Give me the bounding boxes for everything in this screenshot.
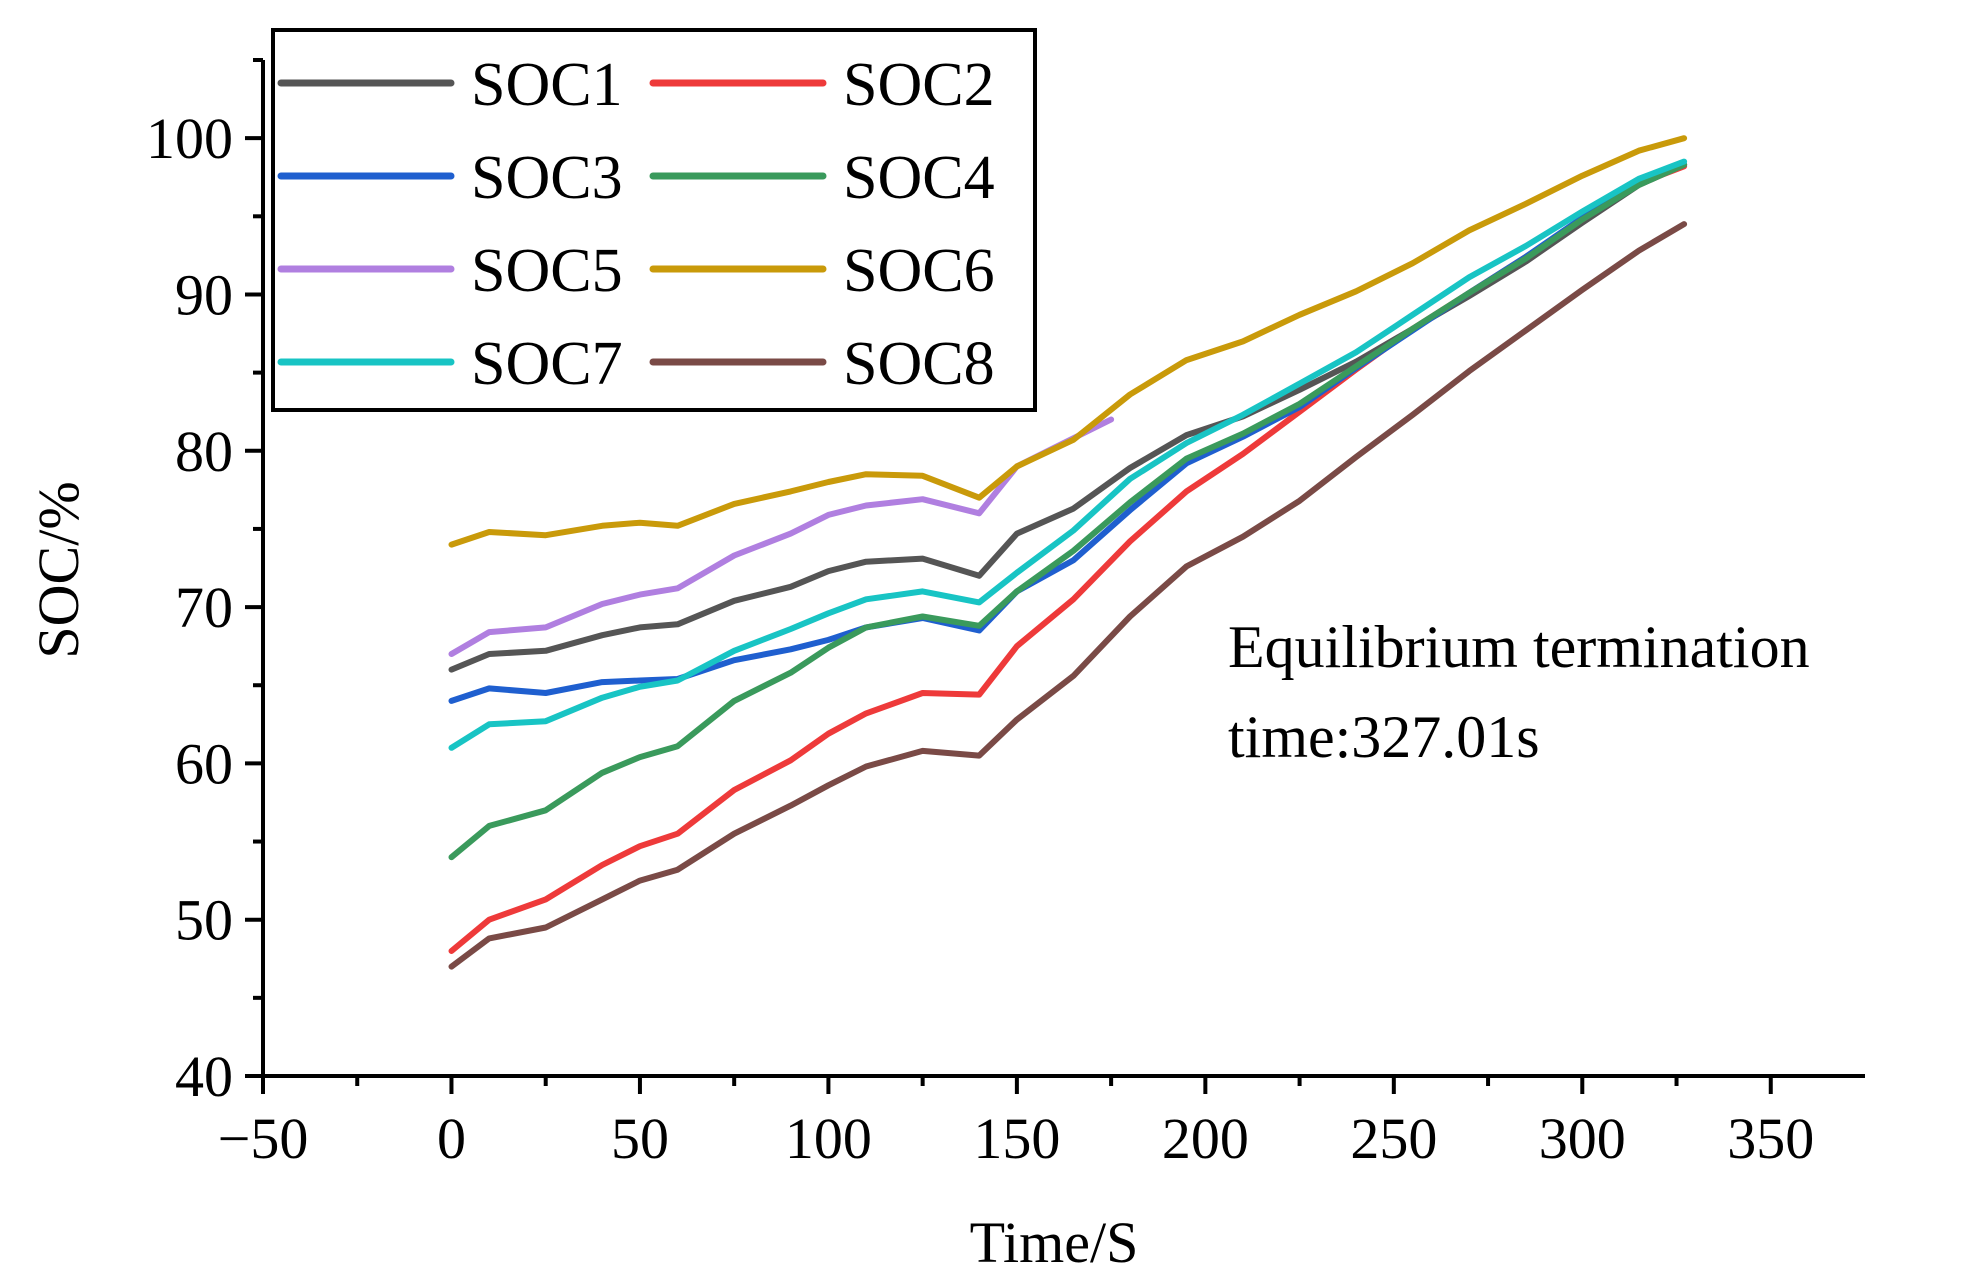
x-tick-label: 0 bbox=[437, 1106, 466, 1171]
x-tick-label: −50 bbox=[218, 1106, 309, 1171]
y-tick-label: 40 bbox=[175, 1044, 233, 1109]
series-line-soc4 bbox=[448, 161, 1688, 861]
x-tick-label: 250 bbox=[1350, 1106, 1437, 1171]
annotation-line-1: Equilibrium termination bbox=[1228, 614, 1810, 680]
legend-label-soc3: SOC3 bbox=[471, 144, 623, 212]
y-tick-label: 100 bbox=[146, 106, 233, 171]
y-tick-label: 60 bbox=[175, 731, 233, 796]
series-line-soc5 bbox=[448, 416, 1115, 657]
x-tick-label: 350 bbox=[1727, 1106, 1814, 1171]
x-tick-label: 200 bbox=[1162, 1106, 1249, 1171]
x-tick-label: 150 bbox=[973, 1106, 1060, 1171]
series-line-soc6 bbox=[448, 135, 1688, 548]
y-tick-label: 80 bbox=[175, 419, 233, 484]
legend-label-soc8: SOC8 bbox=[843, 330, 995, 398]
legend-label-soc1: SOC1 bbox=[471, 51, 623, 119]
y-tick-label: 90 bbox=[175, 262, 233, 327]
axes: −50 0 50 100 150 200 250 300 350 40 50 60 70 80 90 100 T… bbox=[26, 58, 1865, 1275]
legend-label-soc6: SOC6 bbox=[843, 237, 995, 305]
legend-label-soc5: SOC5 bbox=[471, 237, 623, 305]
series-line-soc8 bbox=[448, 221, 1688, 970]
legend-label-soc7: SOC7 bbox=[471, 330, 623, 398]
annotation: Equilibrium termination time:327.01s bbox=[1228, 614, 1810, 770]
y-axis-title: SOC/% bbox=[26, 481, 91, 658]
legend-box bbox=[271, 28, 1037, 412]
x-tick-label: 50 bbox=[611, 1106, 669, 1171]
series-line-soc7 bbox=[448, 158, 1688, 751]
legend-label-soc2: SOC2 bbox=[843, 51, 995, 119]
x-tick-label: 100 bbox=[785, 1106, 872, 1171]
x-tick-label: 300 bbox=[1539, 1106, 1626, 1171]
annotation-line-2: time:327.01s bbox=[1228, 704, 1540, 770]
y-tick-label: 70 bbox=[175, 575, 233, 640]
legend: SOC1 SOC2 SOC3 SOC4 SOC5 SOC6 SOC7 SOC8 bbox=[271, 28, 1037, 412]
x-axis-title: Time/S bbox=[970, 1210, 1139, 1275]
y-tick-label: 50 bbox=[175, 888, 233, 953]
series-lines bbox=[448, 135, 1688, 970]
legend-label-soc4: SOC4 bbox=[843, 144, 995, 212]
